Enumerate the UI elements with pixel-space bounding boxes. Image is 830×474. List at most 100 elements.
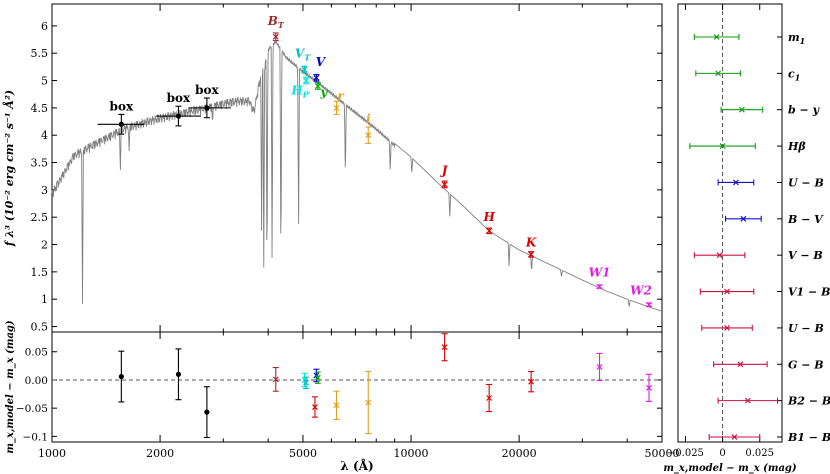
color-index-point [715, 70, 722, 77]
sed-point-label: W1 [589, 266, 611, 280]
residual-point [528, 378, 535, 385]
color-index-point [713, 34, 720, 40]
sed-point-k [528, 251, 535, 258]
residual-x-axis-title: λ (Å) [340, 458, 373, 473]
residual-point [646, 384, 652, 391]
sed-point-box [204, 105, 210, 111]
residual-x-tick-label: 50000 [645, 447, 680, 460]
residual-panel: 1000 2000 5000 10000 20000 50000 0.05 0.00 −0.05… [16, 332, 680, 460]
residual-y-axis-title: m_x,model − m_x (mag) [5, 320, 16, 454]
sed-point-label: J [440, 163, 449, 177]
sed-point-label: y [319, 85, 328, 99]
color-panel-x-tick-label: 0 [719, 448, 725, 459]
sed-y-tick-label: 3.5 [31, 157, 49, 170]
color-index-point [740, 215, 747, 222]
residual-y-tick-label: 0.05 [25, 347, 48, 359]
color-index-label: V − B [788, 249, 823, 262]
residual-point [441, 344, 448, 351]
color-index-label-subscript: 1 [800, 36, 806, 46]
color-index-point [724, 288, 730, 295]
color-index-point [738, 106, 745, 113]
sed-point-h [486, 227, 493, 234]
color-index-label: U − B [788, 176, 824, 189]
sed-point-label: box [167, 91, 191, 105]
color-index-label: B − V [787, 213, 824, 226]
color-index-point [731, 434, 738, 440]
color-index-point [744, 397, 751, 404]
residual-point [204, 409, 210, 415]
residual-panel-frame [51, 331, 663, 443]
sed-point-label: r [337, 89, 345, 103]
residual-x-tick-label: 20000 [502, 447, 537, 460]
sed-y-tick-label: 2 [41, 239, 48, 252]
sed-point-label: box [195, 83, 219, 97]
sed-point-label-subscript: T [278, 20, 285, 30]
color-index-panel: −0.025 0 0.025 m1 c1 b − y Hβ U − B B − V V − B V1… [667, 4, 830, 459]
sed-point-w2 [646, 301, 652, 308]
sed-point-label: W2 [630, 284, 652, 298]
residual-point [596, 364, 603, 370]
sed-point-y [314, 83, 321, 89]
color-panel-x-tick-label: 0.025 [745, 448, 774, 459]
sed-y-tick-label: 1.5 [31, 266, 49, 279]
sed-point-label-subscript: P [302, 90, 310, 100]
sed-point-label: H [482, 210, 495, 224]
color-index-point [733, 179, 739, 186]
sed-point-i [365, 132, 372, 139]
color-index-label: V1 − B [788, 286, 830, 299]
color-panel-x-tick-label: −0.025 [667, 448, 704, 459]
sed-point-label: VT [295, 47, 311, 63]
residual-y-tick-label: −0.05 [16, 403, 48, 415]
color-index-label: G − B [788, 358, 824, 371]
sed-y-tick-label: 0.5 [31, 321, 49, 334]
residual-point [333, 402, 340, 409]
residual-x-tick-label: 1000 [38, 447, 66, 460]
sed-y-tick-label: 4 [41, 129, 48, 142]
sed-y-tick-label: 6 [41, 20, 48, 33]
color-index-label: m1 [788, 31, 805, 46]
color-panel-frame [677, 3, 783, 443]
color-index-point [724, 324, 730, 331]
sed-point-label: BT [267, 14, 285, 30]
model-spectrum-line [51, 40, 663, 312]
sed-y-tick-label: 1 [41, 293, 48, 306]
sed-point-box [118, 121, 124, 127]
color-panel-x-axis-title: m_x,model − m_x (mag) [663, 463, 797, 474]
color-index-point [737, 361, 744, 368]
sed-point-w1 [596, 283, 603, 290]
color-index-label: c1 [788, 67, 800, 82]
residual-point [312, 404, 318, 410]
sed-point-label: box [110, 99, 134, 113]
sed-point-label: i [366, 112, 371, 126]
color-index-label-subscript: 1 [795, 72, 801, 82]
color-index-point [716, 252, 723, 259]
residual-y-tick-label: 0.00 [25, 375, 48, 387]
sed-y-tick-label: 4.5 [31, 102, 49, 115]
sed-point-box [175, 113, 182, 119]
residual-x-tick-label: 5000 [289, 447, 317, 460]
sed-point-j [441, 181, 448, 188]
residual-x-tick-label: 2000 [146, 447, 174, 460]
residual-point [314, 374, 321, 381]
color-index-label: U − B [788, 322, 824, 335]
color-index-point [719, 143, 726, 150]
residual-point [365, 399, 372, 406]
sed-point-v [301, 66, 308, 73]
sed-point-r [333, 104, 340, 111]
sed-point-label-subscript: T [304, 53, 311, 63]
sed-y-tick-label: 3 [41, 184, 48, 197]
color-index-label: b − y [788, 104, 821, 117]
residual-point [272, 376, 279, 383]
sed-y-tick-label: 2.5 [31, 211, 49, 224]
sed-point-label: V [316, 55, 327, 69]
sed-point-label: K [525, 235, 537, 249]
sed-y-axis-title: f λ³ (10⁻² erg cm⁻² s⁻¹ Å²) [2, 90, 16, 247]
residual-point [175, 371, 182, 377]
sed-point-b [272, 33, 279, 40]
sed-y-tick-label: 5 [41, 75, 48, 88]
sed-y-tick-label: 5.5 [31, 47, 49, 60]
residual-point [486, 395, 493, 401]
sed-point-v [313, 74, 320, 81]
